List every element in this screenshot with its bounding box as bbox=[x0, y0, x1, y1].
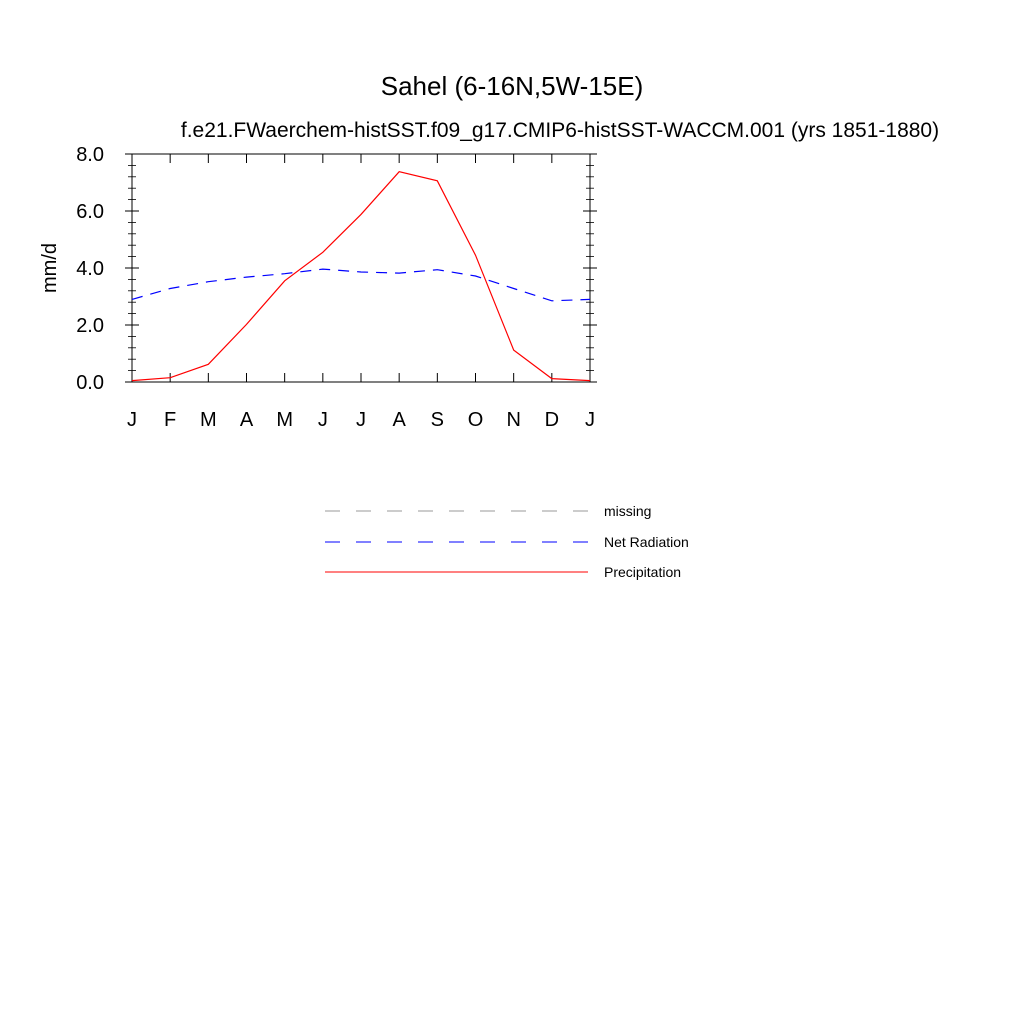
chart-title: Sahel (6-16N,5W-15E) bbox=[381, 71, 644, 101]
x-tick-label: J bbox=[585, 409, 595, 431]
plot-area: J F M A M J J A S O N D J0.02.04.06.08.0 bbox=[76, 144, 597, 431]
y-axis-label: mm/d bbox=[39, 243, 61, 293]
x-tick-label: J bbox=[318, 409, 328, 431]
x-tick-label: A bbox=[392, 409, 406, 431]
x-tick-label: S bbox=[431, 409, 444, 431]
x-tick-label: N bbox=[506, 409, 520, 431]
y-tick-label: 6.0 bbox=[76, 201, 104, 223]
y-tick-label: 8.0 bbox=[76, 144, 104, 166]
plot-frame bbox=[131, 153, 591, 383]
x-tick-label: J bbox=[356, 409, 366, 431]
x-tick-label: F bbox=[164, 409, 176, 431]
y-tick-label: 4.0 bbox=[76, 258, 104, 280]
x-tick-label: J bbox=[127, 409, 137, 431]
legend: missing Net Radiation Precipitation bbox=[325, 503, 689, 580]
x-tick-label: M bbox=[276, 409, 293, 431]
x-tick-label: D bbox=[545, 409, 559, 431]
series-line-net-radiation bbox=[131, 268, 591, 302]
series-line-precipitation bbox=[131, 171, 591, 382]
legend-label-net-radiation: Net Radiation bbox=[604, 534, 689, 550]
legend-label-precipitation: Precipitation bbox=[604, 564, 681, 580]
x-tick-label: A bbox=[240, 409, 254, 431]
y-tick-label: 0.0 bbox=[76, 372, 104, 394]
chart-subtitle: f.e21.FWaerchem-histSST.f09_g17.CMIP6-hi… bbox=[181, 119, 939, 142]
x-tick-label: M bbox=[200, 409, 217, 431]
y-tick-label: 2.0 bbox=[76, 315, 104, 337]
x-tick-label: O bbox=[468, 409, 484, 431]
legend-label-missing: missing bbox=[604, 503, 651, 519]
